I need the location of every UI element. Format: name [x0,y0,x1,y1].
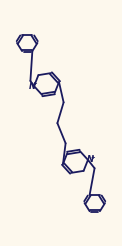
Text: +: + [91,155,95,160]
Text: +: + [33,81,37,86]
Text: N: N [28,82,35,91]
Text: N: N [87,155,94,164]
